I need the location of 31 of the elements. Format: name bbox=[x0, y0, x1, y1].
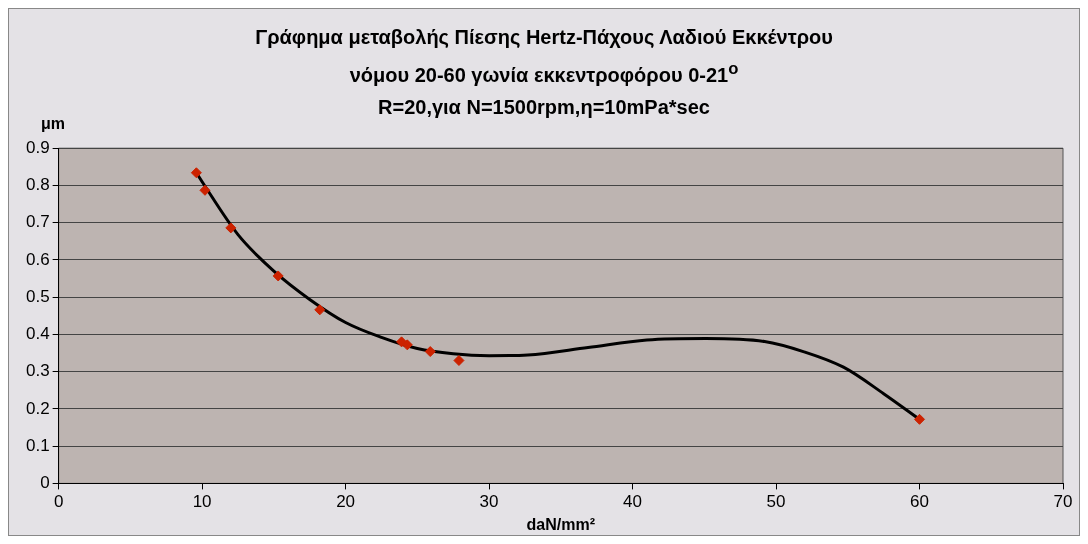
y-tick-label: 0 bbox=[40, 473, 50, 493]
y-tick-label: 0.6 bbox=[25, 249, 50, 269]
x-tick-label: 70 bbox=[1053, 492, 1073, 512]
x-tick-label: 10 bbox=[192, 492, 212, 512]
point bbox=[272, 270, 284, 282]
x-tick-label: 40 bbox=[623, 492, 643, 512]
y-tick-label: 0.3 bbox=[25, 361, 50, 381]
y-tick-label: 0.5 bbox=[25, 286, 50, 306]
y-tick-label: 0.8 bbox=[25, 175, 50, 195]
x-tick-label: 50 bbox=[766, 492, 786, 512]
x-tick-label: 0 bbox=[53, 492, 64, 512]
point bbox=[199, 184, 211, 196]
x-tick-label: 30 bbox=[479, 492, 499, 512]
point bbox=[190, 167, 202, 179]
y-tick-label: 0.9 bbox=[25, 137, 50, 157]
point bbox=[401, 339, 413, 351]
y-tick-label: 0.1 bbox=[25, 435, 50, 455]
point bbox=[314, 304, 326, 316]
point bbox=[424, 346, 436, 358]
y-tick-label: 0.7 bbox=[25, 212, 50, 232]
point bbox=[914, 413, 926, 425]
text: νόμου 20-60 γωνία εκκεντροφόρου 0-21$^{o}$ R=20,για N=1500rpm,η=10mPa*sec bbox=[349, 59, 739, 118]
chart-title: Γράφημα μεταβολής Πίεσης Hertz-Πάχους Λαδιού Εκκέντρου bbox=[254, 25, 834, 50]
x-tick-label: 60 bbox=[910, 492, 929, 512]
x-tick-label: 20 bbox=[336, 492, 356, 512]
y-tick-label: 0.4 bbox=[25, 324, 50, 344]
y-tick-label: 0.2 bbox=[25, 398, 50, 418]
point bbox=[453, 354, 465, 366]
x-axis-title: daN/mm² bbox=[526, 515, 596, 533]
point bbox=[225, 222, 237, 234]
y-axis-title: μm bbox=[41, 115, 66, 133]
